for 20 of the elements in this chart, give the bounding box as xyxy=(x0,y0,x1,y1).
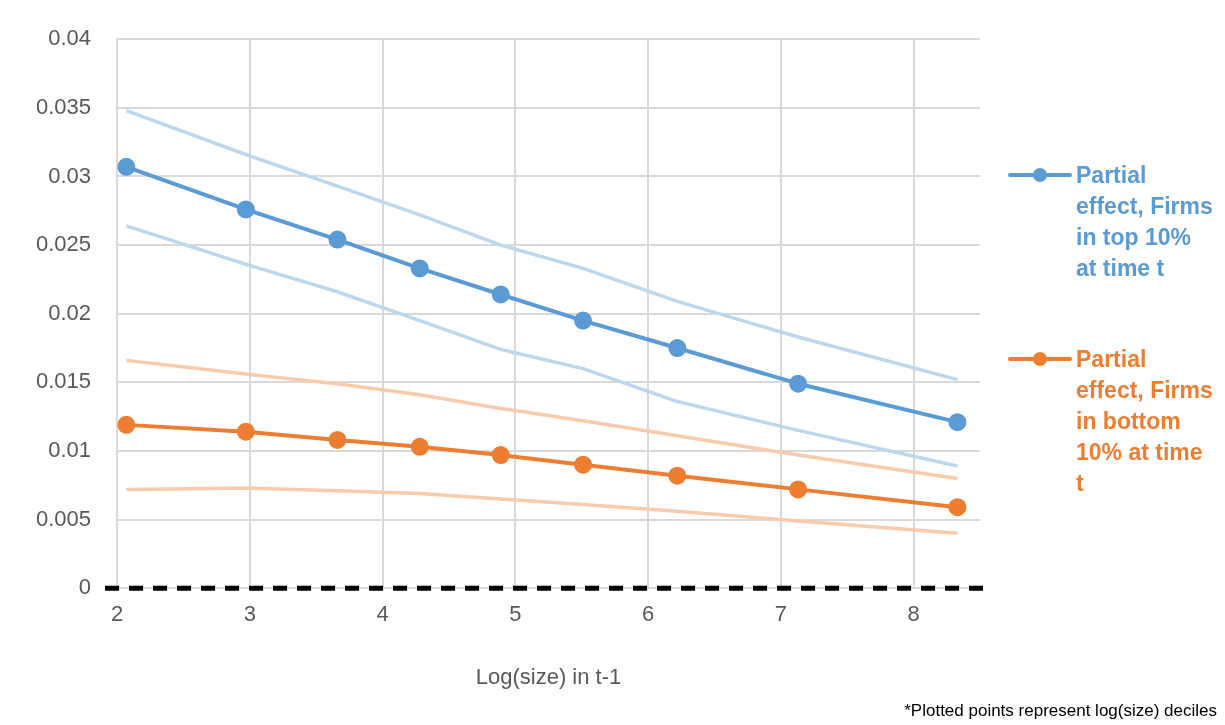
legend-label: Partial effect, Firms in top 10% at time t xyxy=(1076,161,1214,283)
y-tick-label: 0.04 xyxy=(48,25,92,51)
x-tick-label: 3 xyxy=(243,601,256,627)
y-tick-label: 0.015 xyxy=(35,368,92,394)
x-tick-label: 7 xyxy=(774,601,787,627)
x-tick-label: 4 xyxy=(376,601,389,627)
y-tick-label: 0.035 xyxy=(35,93,92,119)
x-axis-title: Log(size) in t-1 xyxy=(475,663,622,689)
y-tick-label: 0 xyxy=(78,574,92,600)
y-tick-label: 0.02 xyxy=(48,299,92,325)
x-tick-label: 2 xyxy=(110,601,124,627)
x-tick-label: 6 xyxy=(641,601,655,627)
y-tick-label: 0.01 xyxy=(48,437,92,463)
x-tick-label: 8 xyxy=(907,601,920,627)
text: *Plotted points represent log(size) deciles xyxy=(904,701,1217,721)
y-tick-label: 0.005 xyxy=(35,505,92,531)
x-tick-label: 5 xyxy=(509,601,522,627)
y-tick-label: 0.03 xyxy=(48,162,92,188)
legend-label: Partial effect, Firms in bottom 10% at time t xyxy=(1076,345,1214,498)
y-tick-label: 0.025 xyxy=(35,231,92,257)
